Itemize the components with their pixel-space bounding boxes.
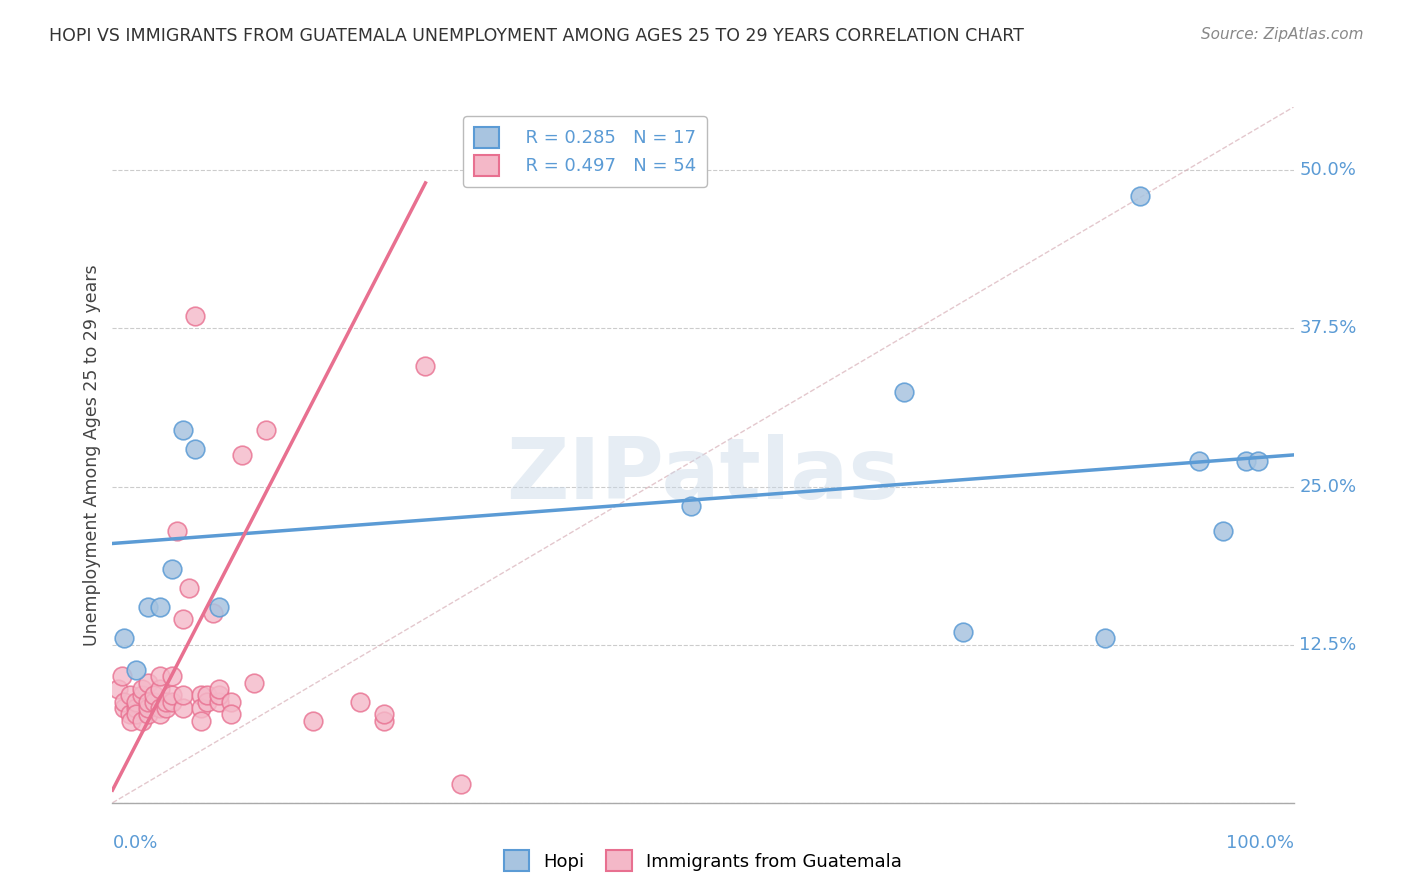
Point xyxy=(190,714,212,728)
Point xyxy=(136,701,159,715)
Point xyxy=(125,695,148,709)
Point xyxy=(415,359,437,374)
Legend: Hopi, Immigrants from Guatemala: Hopi, Immigrants from Guatemala xyxy=(496,843,910,879)
Point xyxy=(195,688,218,702)
Point xyxy=(155,695,177,709)
Point xyxy=(1094,632,1116,646)
Point xyxy=(149,701,172,715)
Point xyxy=(107,681,129,696)
Point xyxy=(136,707,159,722)
Point xyxy=(681,499,703,513)
Point xyxy=(131,688,153,702)
Point xyxy=(149,707,172,722)
Point xyxy=(208,688,231,702)
Text: 100.0%: 100.0% xyxy=(1226,834,1294,852)
Point xyxy=(142,688,165,702)
Point xyxy=(136,675,159,690)
Point xyxy=(172,701,194,715)
Point xyxy=(184,309,207,323)
Point xyxy=(179,581,201,595)
Point xyxy=(201,606,224,620)
Point xyxy=(120,688,142,702)
Text: 50.0%: 50.0% xyxy=(1299,161,1357,179)
Point xyxy=(160,669,183,683)
Text: 25.0%: 25.0% xyxy=(1299,477,1357,496)
Point xyxy=(1234,454,1257,468)
Point xyxy=(190,688,212,702)
Point xyxy=(208,681,231,696)
Point xyxy=(172,612,194,626)
Point xyxy=(254,423,277,437)
Point xyxy=(302,714,325,728)
Point xyxy=(125,663,148,677)
Point xyxy=(219,707,242,722)
Point xyxy=(160,688,183,702)
Text: HOPI VS IMMIGRANTS FROM GUATEMALA UNEMPLOYMENT AMONG AGES 25 TO 29 YEARS CORRELA: HOPI VS IMMIGRANTS FROM GUATEMALA UNEMPL… xyxy=(49,27,1024,45)
Point xyxy=(136,695,159,709)
Point xyxy=(149,669,172,683)
Point xyxy=(160,562,183,576)
Point xyxy=(184,442,207,456)
Point xyxy=(155,701,177,715)
Point xyxy=(131,714,153,728)
Text: 37.5%: 37.5% xyxy=(1299,319,1357,337)
Text: ZIPatlas: ZIPatlas xyxy=(506,434,900,517)
Point xyxy=(450,777,472,791)
Legend:   R = 0.285   N = 17,   R = 0.497   N = 54: R = 0.285 N = 17, R = 0.497 N = 54 xyxy=(463,116,707,186)
Text: 12.5%: 12.5% xyxy=(1299,636,1357,654)
Point xyxy=(1129,188,1152,202)
Point xyxy=(219,695,242,709)
Point xyxy=(120,714,142,728)
Point xyxy=(243,675,266,690)
Point xyxy=(349,695,371,709)
Text: 0.0%: 0.0% xyxy=(112,834,157,852)
Point xyxy=(231,448,253,462)
Point xyxy=(166,524,188,538)
Point xyxy=(172,688,194,702)
Point xyxy=(373,714,395,728)
Point xyxy=(149,681,172,696)
Point xyxy=(125,701,148,715)
Point xyxy=(120,707,142,722)
Point xyxy=(112,695,135,709)
Point xyxy=(111,669,134,683)
Point xyxy=(112,701,135,715)
Point xyxy=(149,599,172,614)
Point xyxy=(208,599,231,614)
Y-axis label: Unemployment Among Ages 25 to 29 years: Unemployment Among Ages 25 to 29 years xyxy=(83,264,101,646)
Point xyxy=(195,695,218,709)
Point xyxy=(893,384,915,399)
Point xyxy=(952,625,974,640)
Point xyxy=(172,423,194,437)
Point xyxy=(125,707,148,722)
Point xyxy=(190,701,212,715)
Point xyxy=(208,695,231,709)
Point xyxy=(1212,524,1234,538)
Point xyxy=(136,599,159,614)
Point xyxy=(160,695,183,709)
Text: Source: ZipAtlas.com: Source: ZipAtlas.com xyxy=(1201,27,1364,42)
Point xyxy=(131,681,153,696)
Point xyxy=(1188,454,1211,468)
Point xyxy=(142,695,165,709)
Point xyxy=(112,632,135,646)
Point xyxy=(1247,454,1270,468)
Point xyxy=(373,707,395,722)
